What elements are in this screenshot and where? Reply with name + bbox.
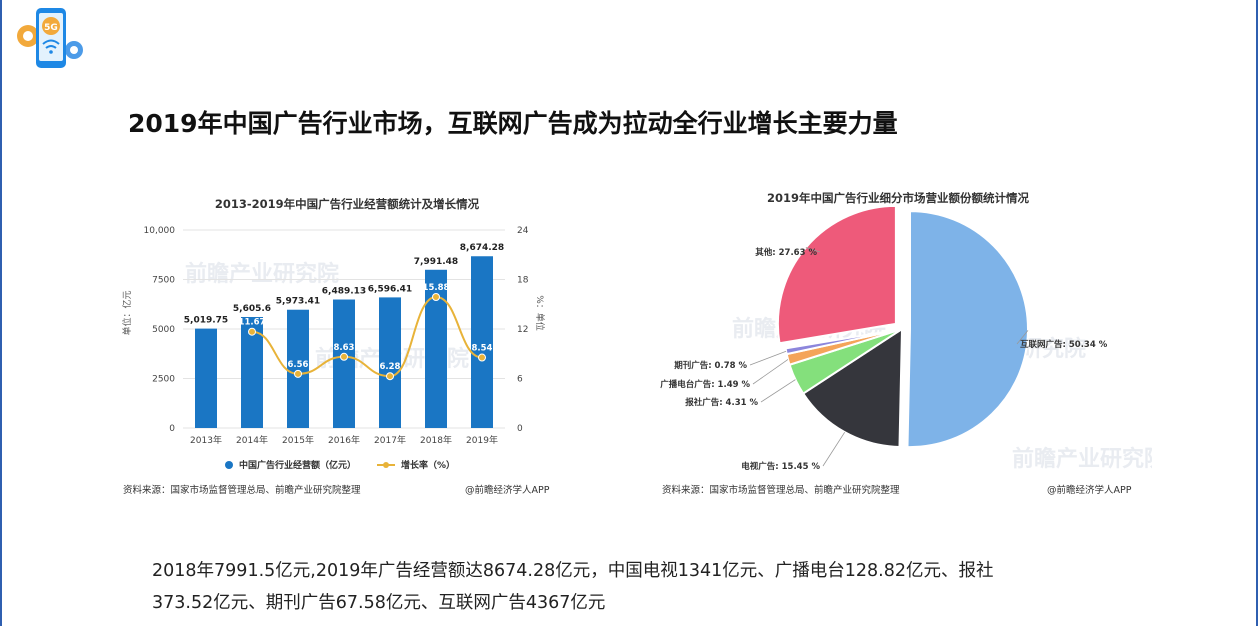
- bar-value-label: 5,605.6: [233, 304, 271, 314]
- y-tick-label: 5000: [152, 325, 175, 335]
- left-frame-line: [0, 0, 2, 626]
- bar-value-label: 5,973.41: [276, 297, 320, 307]
- x-tick-label: 2019年: [466, 434, 498, 446]
- logo-badge: 5G: [44, 23, 58, 33]
- y-axis-title: 单位：亿元: [121, 290, 133, 335]
- growth-rate-line: [251, 295, 483, 378]
- rate-value-label: 8.63: [334, 343, 355, 353]
- x-tick-label: 2013年: [190, 434, 222, 446]
- rate-point: [294, 369, 302, 378]
- rate-point: [340, 352, 348, 361]
- bar-value-label: 7,991.48: [414, 257, 458, 267]
- legend: 中国广告行业经营额（亿元） 增长率（%）: [225, 459, 455, 471]
- bar: [379, 297, 401, 428]
- y2-tick-label: 12: [517, 325, 528, 335]
- y-tick-label: 2500: [152, 375, 175, 385]
- pie-slice-label: 期刊广告: 0.78 %: [674, 360, 747, 371]
- slide-title: 2019年中国广告行业市场，互联网广告成为拉动全行业增长主要力量: [128, 109, 898, 138]
- summary-text: 2018年7991.5亿元,2019年广告经营额达8674.28亿元，中国电视1…: [152, 561, 994, 613]
- pie-leader-line: [749, 350, 787, 366]
- pie-leader-line: [805, 247, 821, 253]
- rate-value-label: 6.28: [380, 362, 401, 372]
- y2-axis-title: %：单位: [534, 295, 546, 331]
- pie-slice: [906, 210, 1029, 449]
- y2-tick-label: 6: [517, 375, 523, 385]
- x-tick-label: 2017年: [374, 434, 406, 446]
- bar: [287, 309, 309, 428]
- rate-point: [248, 327, 256, 336]
- y2-tick-label: 0: [517, 424, 523, 434]
- pie-slice-label: 其他: 27.63 %: [755, 247, 817, 258]
- bar: [471, 256, 493, 428]
- bar-chart-title: 2013-2019年中国广告行业经营额统计及增长情况: [215, 197, 480, 211]
- x-tick-label: 2015年: [282, 434, 314, 446]
- bar-credit: @前瞻经济学人APP: [465, 484, 550, 496]
- bar-value-label: 6,489.13: [322, 287, 366, 297]
- bar-value-label: 8,674.28: [460, 243, 504, 253]
- pie-slice-label: 互联网广告: 50.34 %: [1020, 339, 1108, 350]
- y2-tick-label: 24: [517, 226, 529, 236]
- rate-value-label: 8.54: [472, 344, 493, 354]
- x-tick-label: 2014年: [236, 434, 268, 446]
- bar: [195, 328, 217, 428]
- rate-value-label: 15.88: [423, 283, 450, 293]
- bar: [333, 299, 355, 428]
- bar: [425, 269, 447, 428]
- right-frame-line: [1256, 0, 1258, 626]
- y-tick-label: 10,000: [144, 226, 176, 236]
- pie-slice-label: 报社广告: 4.31 %: [685, 397, 758, 408]
- x-tick-label: 2018年: [420, 434, 452, 446]
- bar-source: 资料来源：国家市场监督管理总局、前瞻产业研究院整理: [123, 484, 361, 496]
- y-tick-label: 0: [169, 424, 175, 434]
- y2-tick-label: 18: [517, 276, 529, 286]
- legend-line-marker: [383, 462, 389, 468]
- rate-value-label: 6.56: [288, 360, 309, 370]
- pie-leader-line: [752, 359, 789, 385]
- legend-line-label: 增长率（%）: [401, 459, 455, 471]
- bar: [241, 317, 263, 428]
- pie-slice: [776, 204, 897, 345]
- pie-slice-label: 广播电台广告: 1.49 %: [660, 379, 750, 390]
- x-tick-label: 2016年: [328, 434, 360, 446]
- pie-slice: [801, 327, 904, 448]
- pie-leader-line: [760, 379, 796, 403]
- pie-source: 资料来源：国家市场监督管理总局、前瞻产业研究院整理: [662, 484, 900, 496]
- rate-point: [478, 353, 486, 362]
- rate-point: [432, 292, 440, 301]
- pie-credit: @前瞻经济学人APP: [1047, 484, 1132, 496]
- pie-leader-line: [822, 431, 846, 467]
- pie-chart-title: 2019年中国广告行业细分市场营业额份额统计情况: [767, 191, 1030, 205]
- rate-value-label: 11.67: [239, 318, 266, 328]
- revenue-bar-line-chart: 前瞻产业研究院 前瞻产业研究院 2013-2019年中国广告行业经营额统计及增长…: [121, 197, 550, 496]
- legend-bar-marker: [225, 461, 233, 469]
- phone-5g-icon: 5G: [17, 8, 83, 68]
- pie-leader-line: [1016, 330, 1029, 345]
- bar-value-label: 5,019.75: [184, 316, 228, 326]
- wm-5: 前瞻产业研究院: [1012, 446, 1152, 472]
- legend-bar-label: 中国广告行业经营额（亿元）: [239, 459, 356, 471]
- rate-point: [386, 372, 394, 381]
- segment-share-pie-chart: 前瞻产业研究院 前瞻产业研究院 前瞻产业研究院 2019年中国广告行业细分市场营…: [660, 191, 1152, 496]
- y-tick-label: 7500: [152, 276, 175, 286]
- bar-value-label: 6,596.41: [368, 284, 412, 294]
- wm-1: 前瞻产业研究院: [185, 261, 339, 287]
- pie-slice-label: 电视广告: 15.45 %: [741, 461, 820, 472]
